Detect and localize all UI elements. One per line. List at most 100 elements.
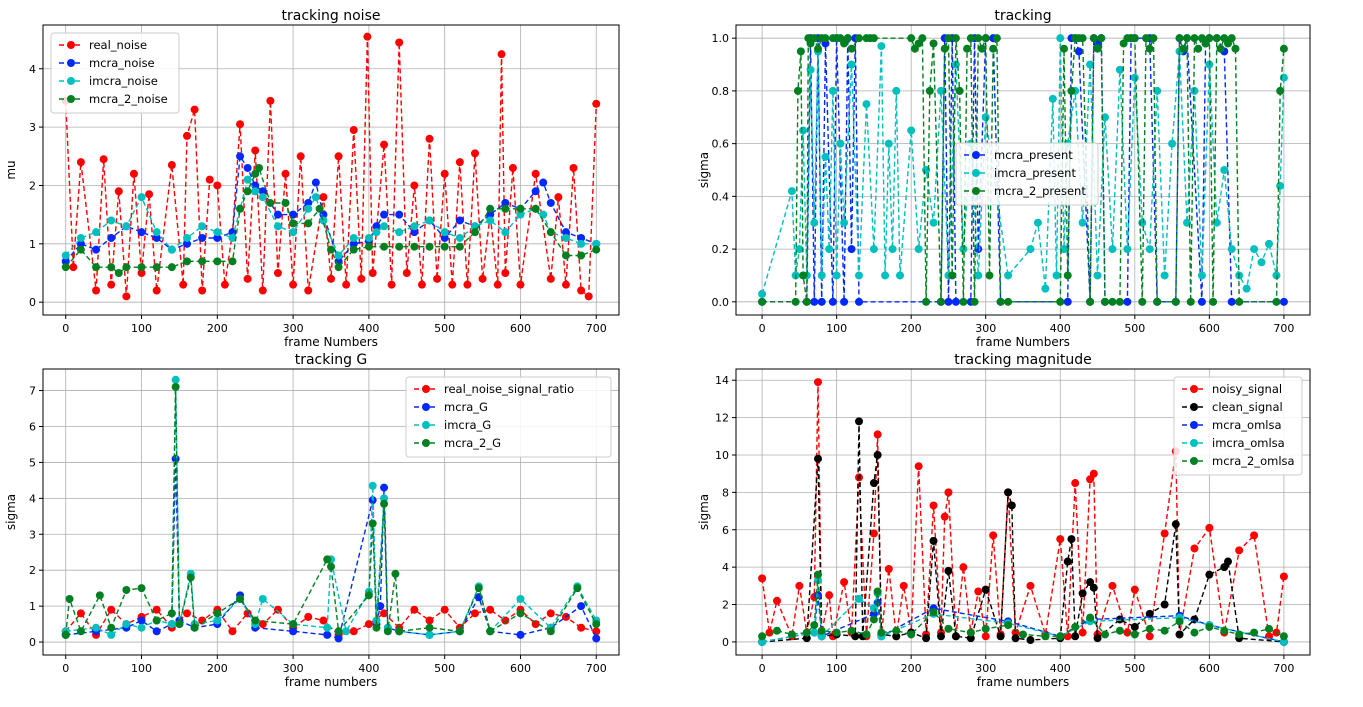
data-point bbox=[357, 274, 366, 283]
data-point bbox=[929, 536, 938, 545]
data-point bbox=[410, 605, 419, 614]
data-point bbox=[433, 274, 442, 283]
data-point bbox=[516, 210, 525, 219]
y-tick-label: 2 bbox=[29, 564, 36, 577]
data-point bbox=[152, 286, 161, 295]
data-point bbox=[311, 193, 320, 202]
data-point bbox=[828, 86, 837, 95]
data-point bbox=[1231, 44, 1240, 53]
data-point bbox=[251, 169, 260, 178]
y-tick-label: 7 bbox=[29, 385, 36, 398]
data-point bbox=[152, 616, 161, 625]
data-point bbox=[817, 271, 826, 280]
x-axis-label: frame numbers bbox=[977, 675, 1069, 689]
series-line bbox=[761, 38, 1285, 295]
data-point bbox=[922, 634, 931, 643]
y-axis-label: sigma bbox=[4, 494, 18, 530]
x-tick-label: 400 bbox=[358, 662, 379, 675]
data-point bbox=[814, 44, 822, 53]
data-point bbox=[1220, 563, 1229, 572]
data-point bbox=[213, 609, 222, 618]
data-point bbox=[1179, 44, 1188, 53]
data-point bbox=[251, 187, 260, 196]
data-point bbox=[531, 169, 540, 178]
data-point bbox=[61, 630, 70, 639]
data-point bbox=[1078, 589, 1087, 598]
series-mcra_2_present bbox=[758, 34, 1288, 306]
data-point bbox=[478, 274, 487, 283]
data-point bbox=[334, 263, 343, 272]
data-point bbox=[372, 222, 381, 231]
data-point bbox=[440, 242, 449, 251]
data-point bbox=[1197, 297, 1206, 306]
data-point bbox=[167, 609, 176, 618]
data-point bbox=[1011, 634, 1020, 643]
data-point bbox=[137, 616, 146, 625]
data-point bbox=[76, 627, 85, 636]
data-point bbox=[873, 450, 882, 459]
data-point bbox=[855, 297, 863, 306]
data-point bbox=[334, 152, 343, 161]
x-tick-label: 700 bbox=[586, 322, 607, 335]
data-point bbox=[395, 38, 404, 47]
data-point bbox=[474, 584, 483, 593]
data-point bbox=[425, 616, 434, 625]
data-point bbox=[592, 245, 601, 254]
data-point bbox=[970, 297, 979, 306]
data-point bbox=[1130, 622, 1139, 631]
data-point bbox=[258, 286, 267, 295]
y-tick-label: 2 bbox=[29, 179, 36, 192]
data-point bbox=[959, 297, 968, 306]
axes-frame bbox=[42, 368, 620, 656]
y-tick-label: 0.0 bbox=[712, 296, 730, 309]
data-point bbox=[1071, 622, 1080, 631]
data-point bbox=[773, 596, 781, 605]
data-point bbox=[501, 268, 510, 277]
legend-marker bbox=[67, 95, 75, 103]
data-point bbox=[364, 591, 373, 600]
data-point bbox=[380, 483, 389, 492]
data-point bbox=[531, 204, 540, 213]
data-point bbox=[122, 222, 131, 231]
data-point bbox=[892, 632, 901, 641]
data-point bbox=[1086, 297, 1095, 306]
data-point bbox=[228, 228, 237, 237]
data-point bbox=[395, 210, 404, 219]
data-point bbox=[944, 488, 953, 497]
data-point bbox=[1060, 44, 1068, 53]
legend-box bbox=[50, 32, 180, 114]
data-point bbox=[107, 263, 116, 272]
data-point bbox=[76, 239, 85, 248]
data-point bbox=[76, 158, 85, 167]
data-point bbox=[1145, 624, 1154, 633]
data-point bbox=[107, 623, 116, 632]
data-point bbox=[114, 268, 123, 277]
data-point bbox=[1130, 630, 1139, 639]
data-point bbox=[315, 204, 324, 213]
data-point bbox=[1041, 284, 1050, 293]
data-point bbox=[981, 585, 990, 594]
data-point bbox=[1175, 617, 1184, 626]
x-tick-label: 400 bbox=[358, 322, 379, 335]
data-point bbox=[817, 632, 826, 641]
data-point bbox=[862, 630, 871, 639]
data-point bbox=[236, 120, 245, 129]
x-tick-label: 200 bbox=[901, 662, 922, 675]
data-point bbox=[323, 630, 332, 639]
series-line bbox=[65, 458, 597, 640]
data-point bbox=[395, 627, 404, 636]
data-point bbox=[1145, 44, 1154, 53]
data-point bbox=[440, 233, 449, 242]
data-point bbox=[1019, 630, 1027, 639]
data-point bbox=[395, 228, 404, 237]
data-point bbox=[1078, 628, 1087, 637]
data-point bbox=[1145, 632, 1154, 641]
chart-2: 0 100 200 300 400 500 600 700 0.0 0.2 0.4 0.6 0.8 1.0… bbox=[697, 8, 1311, 349]
data-point bbox=[1067, 86, 1076, 95]
data-point bbox=[1063, 297, 1072, 306]
data-point bbox=[323, 555, 332, 564]
legend-label: mcra_2_G bbox=[444, 436, 501, 450]
data-point bbox=[319, 616, 328, 625]
data-point bbox=[213, 233, 222, 242]
data-point bbox=[327, 562, 335, 571]
